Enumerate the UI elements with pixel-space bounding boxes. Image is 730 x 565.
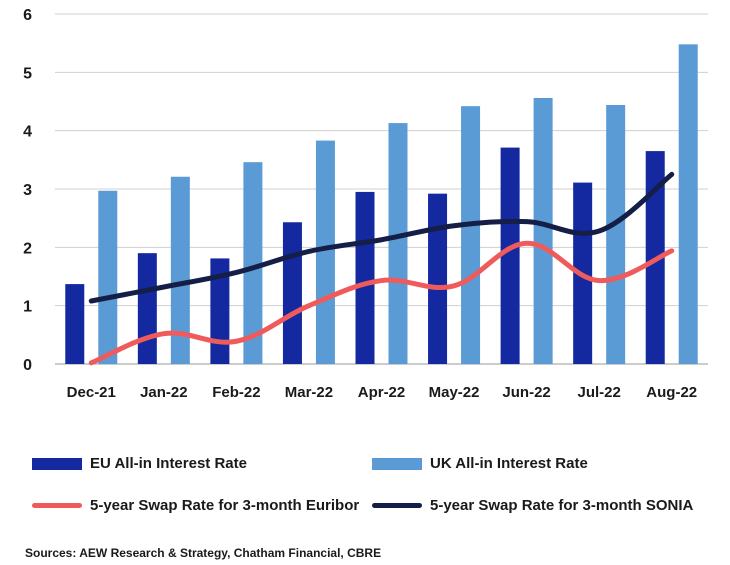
y-tick-label: 2 bbox=[23, 240, 32, 257]
bar-eu-mar-22 bbox=[282, 222, 302, 364]
line-sonia-swap bbox=[88, 171, 675, 304]
bar-uk-feb-22 bbox=[243, 162, 263, 364]
legend-swatch-eu bbox=[32, 457, 82, 470]
x-tick-label: Jan-22 bbox=[140, 384, 188, 401]
legend-label-uk: UK All-in Interest Rate bbox=[430, 455, 588, 472]
bar-uk-mar-22 bbox=[315, 140, 335, 364]
y-tick-label: 1 bbox=[23, 299, 32, 316]
x-tick-label: May-22 bbox=[429, 384, 480, 401]
x-tick-label: Jun-22 bbox=[502, 384, 550, 401]
gridlines bbox=[55, 13, 708, 365]
combo-chart: 0 1 2 3 4 5 6 Dec-21 Jan-22 Feb-22 Mar-22 Apr-22 Ma… bbox=[23, 7, 708, 401]
x-tick-label: Apr-22 bbox=[358, 384, 406, 401]
x-axis-ticks: Dec-21 Jan-22 Feb-22 Mar-22 Apr-22 May-22 Jun-… bbox=[67, 384, 697, 401]
legend-eu-rate: EU All-in Interest Rate bbox=[32, 455, 247, 472]
legend-label-euribor: 5-year Swap Rate for 3-month Euribor bbox=[90, 497, 360, 514]
bar-eu-feb-22 bbox=[210, 258, 230, 364]
legend-swatch-uk bbox=[372, 457, 422, 470]
x-tick-label: Feb-22 bbox=[212, 384, 260, 401]
bar-uk-dec-21 bbox=[98, 190, 118, 364]
bar-eu-jan-22 bbox=[137, 253, 157, 364]
source-note: Sources: AEW Research & Strategy, Chatha… bbox=[25, 546, 382, 560]
x-tick-label: Mar-22 bbox=[285, 384, 333, 401]
y-tick-label: 3 bbox=[23, 182, 32, 199]
y-tick-label: 5 bbox=[23, 65, 32, 82]
bar-uk-apr-22 bbox=[388, 123, 408, 364]
bar-eu-may-22 bbox=[428, 193, 448, 364]
bar-uk-aug-22 bbox=[678, 44, 698, 364]
legend-uk-rate: UK All-in Interest Rate bbox=[372, 455, 588, 472]
bar-uk-jan-22 bbox=[170, 176, 190, 364]
bar-uk-may-22 bbox=[461, 106, 481, 365]
legend-swatch-euribor bbox=[32, 503, 82, 508]
bar-uk-jul-22 bbox=[606, 105, 626, 364]
bar-eu-dec-21 bbox=[65, 284, 85, 364]
line-euribor-swap bbox=[88, 240, 675, 366]
y-axis-ticks: 0 1 2 3 4 5 6 bbox=[23, 7, 32, 374]
legend-sonia-swap: 5-year Swap Rate for 3-month SONIA bbox=[372, 497, 693, 514]
lines bbox=[88, 171, 675, 366]
y-tick-label: 0 bbox=[23, 357, 32, 374]
bar-uk-jun-22 bbox=[533, 98, 553, 364]
x-tick-label: Dec-21 bbox=[67, 384, 116, 401]
bars bbox=[65, 44, 698, 365]
x-tick-label: Aug-22 bbox=[646, 384, 697, 401]
y-tick-label: 4 bbox=[23, 124, 32, 141]
legend-swatch-sonia bbox=[372, 503, 422, 508]
x-tick-label: Jul-22 bbox=[577, 384, 620, 401]
legend-label-sonia: 5-year Swap Rate for 3-month SONIA bbox=[430, 497, 694, 514]
bar-eu-jun-22 bbox=[500, 147, 520, 364]
legend-euribor-swap: 5-year Swap Rate for 3-month Euribor bbox=[32, 497, 359, 514]
legend-label-eu: EU All-in Interest Rate bbox=[90, 455, 247, 472]
y-tick-label: 6 bbox=[23, 7, 32, 24]
bar-eu-apr-22 bbox=[355, 191, 375, 364]
